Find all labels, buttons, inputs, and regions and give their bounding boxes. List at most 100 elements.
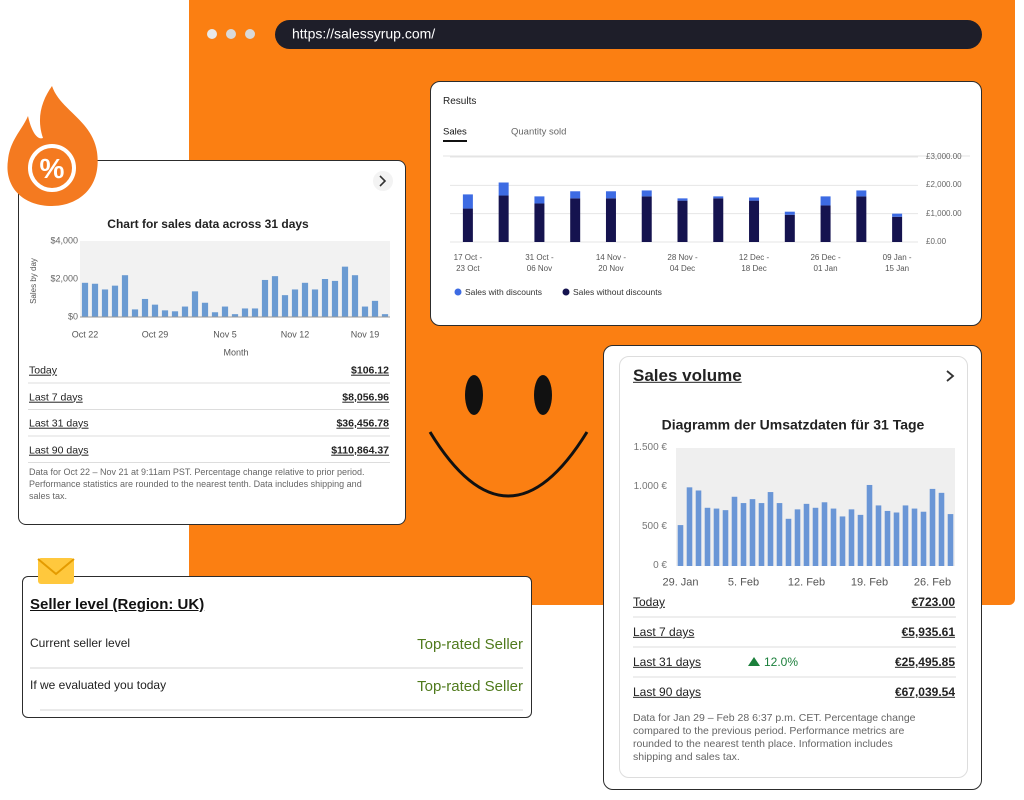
bar [785, 518, 792, 566]
period-label[interactable]: Last 31 days [29, 417, 89, 430]
bar [161, 310, 169, 317]
badge-symbol: % [39, 153, 65, 185]
period-value: €5,935.61 [901, 624, 955, 639]
x-tick-label: 28 Nov - 04 Dec [667, 253, 698, 273]
bar-segment [677, 200, 688, 242]
bar [291, 289, 299, 317]
bar [947, 514, 954, 566]
bar [884, 510, 891, 566]
daily-sales-card [18, 160, 406, 525]
tab[interactable]: Quantity sold [511, 126, 567, 138]
bar [201, 302, 209, 317]
bar [758, 503, 765, 566]
legend-label: Sales with discounts [465, 286, 543, 297]
bar [830, 508, 837, 566]
y-axis-label: Sales by day [29, 258, 39, 304]
card-title[interactable]: Sales volume [633, 365, 742, 385]
period-label[interactable]: Today [29, 364, 58, 377]
x-tick-label: Oct 29 [141, 329, 169, 340]
bar [311, 289, 319, 317]
envelope-flap [37, 558, 75, 576]
y-tick-label: £2,000.00 [926, 180, 962, 190]
x-tick-label: Oct 22 [71, 329, 99, 340]
bar [803, 503, 810, 566]
card-title[interactable]: Seller level (Region: UK) [30, 596, 205, 613]
bar-segment [749, 197, 760, 201]
tab[interactable]: Sales [443, 126, 467, 138]
bar [821, 502, 828, 566]
bar [271, 276, 279, 317]
bar [281, 295, 289, 317]
legend-swatch [454, 288, 462, 296]
x-tick-label: 17 Oct - 23 Oct [453, 253, 483, 273]
period-label[interactable]: Last 7 days [633, 624, 695, 639]
bar-segment [856, 190, 867, 197]
period-label[interactable]: Last 90 days [633, 684, 702, 699]
bar-segment [713, 198, 724, 242]
chevron [379, 175, 387, 187]
bar [731, 496, 738, 566]
sales-volume-inner [619, 356, 968, 778]
period-label[interactable]: Last 31 days [633, 654, 702, 669]
bar [902, 505, 909, 566]
bar [749, 499, 756, 566]
bar-segment [570, 191, 581, 199]
bar [351, 275, 359, 317]
bar-segment [462, 208, 473, 242]
period-label[interactable]: Last 90 days [29, 444, 89, 457]
x-tick-label: 12 Dec - 18 Dec [738, 253, 770, 273]
period-value: $36,456.78 [336, 417, 389, 430]
bar [893, 512, 900, 566]
bar [261, 279, 269, 317]
chart-title: Chart for sales data across 31 days [107, 216, 309, 231]
bar-segment [498, 182, 509, 196]
bar-segment [784, 211, 795, 215]
chart-title: Diagramm der Umsatzdaten für 31 Tage [661, 416, 925, 433]
bar [371, 300, 379, 317]
bar-segment [713, 196, 724, 199]
level-label: If we evaluated you today [30, 677, 167, 692]
bar [171, 311, 179, 317]
bar [776, 503, 783, 566]
bar-segment [749, 200, 760, 242]
legend-swatch [562, 288, 570, 296]
smiley-eye [465, 375, 483, 415]
period-label[interactable]: Today [633, 594, 666, 609]
period-value: €25,495.85 [894, 654, 955, 669]
chevron[interactable] [946, 370, 955, 382]
bar [141, 298, 149, 317]
bar [231, 314, 239, 317]
bar-segment [784, 214, 795, 242]
period-value: €723.00 [911, 594, 955, 609]
y-tick-label: £3,000.00 [926, 152, 962, 162]
y-tick-label: £0.00 [926, 237, 947, 247]
period-value: €67,039.54 [894, 684, 955, 699]
y-tick-label: 0 € [653, 560, 667, 571]
period-label[interactable]: Last 7 days [29, 391, 83, 404]
x-tick-label: Nov 5 [213, 329, 237, 340]
bar-segment [534, 203, 545, 242]
bar [81, 282, 89, 317]
card-title: Results [443, 96, 477, 107]
window-dot [245, 29, 255, 39]
bar-segment [462, 194, 473, 209]
bar [111, 285, 119, 317]
bar [695, 490, 702, 566]
url-bar[interactable] [275, 20, 982, 49]
y-tick-label: £1,000.00 [926, 208, 962, 218]
level-value: Top-rated Seller [417, 678, 523, 695]
level-value: Top-rated Seller [417, 636, 523, 653]
bar [301, 282, 309, 317]
bar [211, 312, 219, 317]
bar-segment [892, 216, 903, 242]
chevron-button[interactable] [373, 171, 393, 191]
bar-segment [892, 213, 903, 217]
url-text[interactable]: https://salessyrup.com/ [292, 25, 436, 42]
y-tick-label: $0 [67, 311, 78, 322]
x-tick-label: 12. Feb [787, 576, 826, 589]
bar [361, 306, 369, 317]
y-tick-label: 1.000 € [633, 481, 667, 493]
x-tick-label: 14 Nov - 20 Nov [595, 253, 627, 273]
x-axis-label: Month [223, 347, 249, 358]
